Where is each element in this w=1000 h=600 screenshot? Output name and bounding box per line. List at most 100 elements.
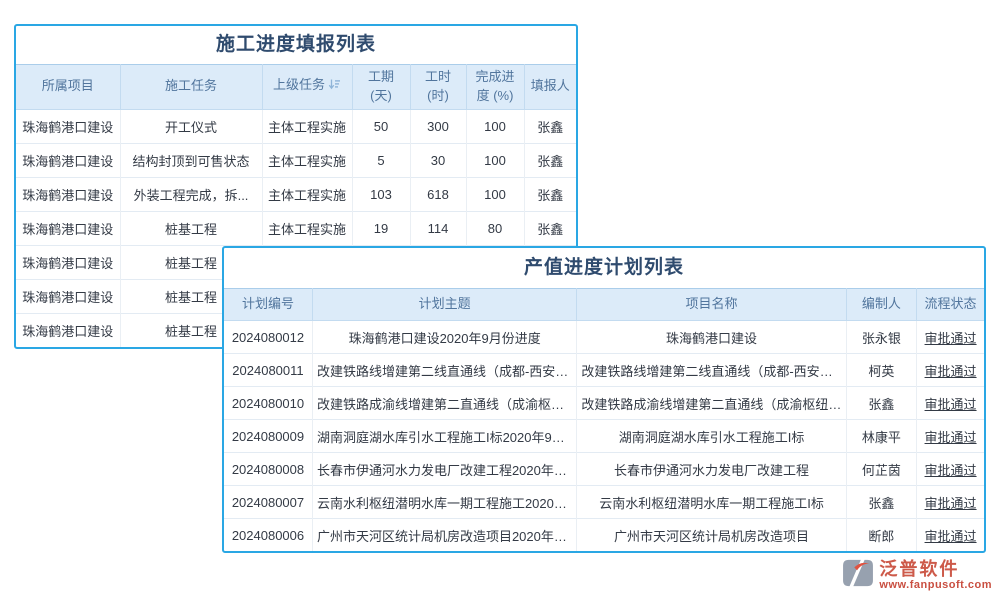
reporter-cell: 张鑫 (524, 210, 576, 246)
col-header-plan-no: 计划编号 (224, 288, 313, 321)
plan-no-link[interactable]: 2024080007 (224, 485, 313, 519)
col-header-project-name: 项目名称 (576, 288, 847, 321)
table-row: 2024080012 珠海鹤港口建设2020年9月份进度 珠海鹤港口建设 张永银… (224, 320, 984, 354)
project-name-link[interactable]: 广州市天河区统计局机房改造项目 (576, 518, 847, 551)
parent-task-cell: 主体工程实施 (262, 210, 353, 246)
plan-no-link[interactable]: 2024080008 (224, 452, 313, 486)
table-row: 2024080006 广州市天河区统计局机房改造项目2020年9月... 广州市… (224, 518, 984, 551)
table-row: 2024080008 长春市伊通河水力发电厂改建工程2020年8月... 长春市… (224, 452, 984, 486)
output-value-plan-title: 产值进度计划列表 (523, 257, 684, 278)
hours-cell: 300 (410, 109, 467, 144)
reporter-cell: 张鑫 (524, 142, 576, 178)
vendor-brand-name: 泛普软件 (879, 558, 960, 579)
plan-subject-link[interactable]: 湖南洞庭湖水库引水工程施工I标2020年9月份... (312, 419, 578, 453)
flow-status-link[interactable]: 审批通过 (916, 353, 984, 387)
project-link[interactable]: 珠海鹤港口建设 (16, 176, 121, 212)
author-link[interactable]: 何芷茵 (846, 452, 918, 486)
project-link[interactable]: 珠海鹤港口建设 (16, 278, 121, 314)
duration-cell: 5 (352, 142, 411, 178)
hours-cell: 114 (410, 210, 467, 246)
plan-no-link[interactable]: 2024080009 (224, 419, 313, 453)
duration-cell: 50 (352, 109, 411, 144)
col-header-work-hours: 工时 (时) (410, 64, 467, 110)
output-value-plan-panel: 产值进度计划列表 计划编号 计划主题 项目名称 编制人 流程状态 2024080… (222, 246, 986, 553)
fanpu-logo-icon (842, 559, 874, 592)
plan-subject-link[interactable]: 云南水利枢纽潜明水库一期工程施工2020年8... (312, 485, 578, 519)
progress-cell: 100 (466, 109, 525, 144)
plan-subject-link[interactable]: 珠海鹤港口建设2020年9月份进度 (312, 320, 578, 354)
table-row: 珠海鹤港口建设 外装工程完成，拆... 主体工程实施 103 618 100 张… (16, 176, 576, 212)
plan-subject-link[interactable]: 广州市天河区统计局机房改造项目2020年9月... (312, 518, 578, 551)
table-row: 珠海鹤港口建设 开工仪式 主体工程实施 50 300 100 张鑫 (16, 109, 576, 144)
hours-cell: 30 (410, 142, 467, 178)
author-link[interactable]: 张永银 (846, 320, 918, 354)
progress-cell: 100 (466, 176, 525, 212)
author-link[interactable]: 林康平 (846, 419, 918, 453)
vendor-watermark[interactable]: 泛普软件 www.fanpusoft.com (842, 559, 992, 592)
flow-status-link[interactable]: 审批通过 (916, 485, 984, 519)
table-row: 珠海鹤港口建设 结构封顶到可售状态 主体工程实施 5 30 100 张鑫 (16, 142, 576, 178)
task-cell: 开工仪式 (120, 109, 263, 144)
project-link[interactable]: 珠海鹤港口建设 (16, 210, 121, 246)
table-row: 2024080011 改建铁路线增建第二线直通线（成都-西安）电... 改建铁路… (224, 353, 984, 387)
col-header-reporter: 填报人 (524, 64, 576, 110)
col-header-completion-pct: 完成进度 (%) (466, 64, 525, 110)
col-header-parent-task[interactable]: 上级任务 (262, 64, 353, 110)
parent-task-cell: 主体工程实施 (262, 142, 353, 178)
progress-cell: 100 (466, 142, 525, 178)
duration-cell: 19 (352, 210, 411, 246)
project-name-link[interactable]: 长春市伊通河水力发电厂改建工程 (576, 452, 847, 486)
author-link[interactable]: 张鑫 (846, 386, 918, 420)
task-cell: 外装工程完成，拆... (120, 176, 263, 212)
col-header-flow-status: 流程状态 (916, 288, 984, 321)
flow-status-link[interactable]: 审批通过 (916, 419, 984, 453)
project-link[interactable]: 珠海鹤港口建设 (16, 312, 121, 347)
plan-no-link[interactable]: 2024080012 (224, 320, 313, 354)
flow-status-link[interactable]: 审批通过 (924, 330, 977, 346)
reporter-cell: 张鑫 (537, 119, 564, 135)
col-header-parent-task-label: 上级任务 (272, 77, 325, 93)
table-row: 2024080007 云南水利枢纽潜明水库一期工程施工2020年8... 云南水… (224, 485, 984, 519)
hours-cell: 618 (410, 176, 467, 212)
table-row: 2024080009 湖南洞庭湖水库引水工程施工I标2020年9月份... 湖南… (224, 419, 984, 453)
vendor-url[interactable]: www.fanpusoft.com (879, 579, 992, 592)
flow-status-link[interactable]: 审批通过 (916, 518, 984, 551)
output-value-plan-table: 计划编号 计划主题 项目名称 编制人 流程状态 2024080012 珠海鹤港口… (224, 288, 984, 551)
table-header-row: 所属项目 施工任务 上级任务 工期 (天) 工时 (时) 完成进度 (%) 填报… (16, 64, 576, 110)
table-row: 珠海鹤港口建设 桩基工程 主体工程实施 19 114 80 张鑫 (16, 210, 576, 246)
plan-subject-link[interactable]: 改建铁路线增建第二线直通线（成都-西安）电... (312, 353, 578, 387)
project-name-link[interactable]: 湖南洞庭湖水库引水工程施工I标 (576, 419, 847, 453)
parent-task-cell: 主体工程实施 (262, 109, 353, 144)
parent-task-cell: 主体工程实施 (262, 176, 353, 212)
table-header-row: 计划编号 计划主题 项目名称 编制人 流程状态 (224, 288, 984, 321)
project-link[interactable]: 珠海鹤港口建设 (16, 244, 121, 280)
construction-progress-table: 所属项目 施工任务 上级任务 工期 (天) 工时 (时) 完成进度 (%) 填报… (16, 64, 576, 347)
author-link[interactable]: 张鑫 (846, 485, 918, 519)
flow-status-link[interactable]: 审批通过 (916, 452, 984, 486)
construction-progress-panel: 施工进度填报列表 所属项目 施工任务 上级任务 工期 (天) 工时 (时) 完成… (14, 24, 578, 349)
project-link[interactable]: 珠海鹤港口建设 (16, 142, 121, 178)
author-link[interactable]: 柯英 (846, 353, 918, 387)
col-header-plan-subject: 计划主题 (312, 288, 578, 321)
col-header-project: 所属项目 (16, 64, 121, 110)
plan-subject-link[interactable]: 长春市伊通河水力发电厂改建工程2020年8月... (312, 452, 578, 486)
sort-descending-icon[interactable] (328, 78, 341, 97)
project-name-link[interactable]: 珠海鹤港口建设 (576, 320, 847, 354)
reporter-cell: 张鑫 (524, 176, 576, 212)
duration-cell: 103 (352, 176, 411, 212)
flow-status-link[interactable]: 审批通过 (916, 386, 984, 420)
project-link[interactable]: 珠海鹤港口建设 (16, 109, 121, 144)
col-header-duration-days: 工期 (天) (352, 64, 411, 110)
plan-no-link[interactable]: 2024080010 (224, 386, 313, 420)
project-name-link[interactable]: 云南水利枢纽潜明水库一期工程施工I标 (576, 485, 847, 519)
project-name-link[interactable]: 改建铁路成渝线增建第二直通线（成渝枢纽）... (576, 386, 847, 420)
project-name-link[interactable]: 改建铁路线增建第二线直通线（成都-西安）电... (576, 353, 847, 387)
col-header-task: 施工任务 (120, 64, 263, 110)
plan-subject-link[interactable]: 改建铁路成渝线增建第二直通线（成渝枢纽）... (312, 386, 578, 420)
progress-cell: 80 (466, 210, 525, 246)
plan-no-link[interactable]: 2024080011 (224, 353, 313, 387)
plan-no-link[interactable]: 2024080006 (224, 518, 313, 551)
author-link[interactable]: 断郎 (846, 518, 918, 551)
construction-progress-title: 施工进度填报列表 (215, 34, 376, 55)
